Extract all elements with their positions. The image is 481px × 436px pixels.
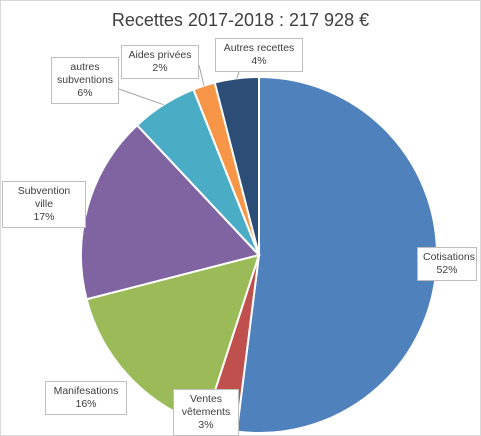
label-autres-subventions-line1: autres bbox=[70, 61, 100, 73]
leader-line-autres-subventions bbox=[118, 88, 164, 106]
label-aides-privees-name: Aides privées bbox=[128, 49, 192, 61]
label-ventes-line2: vêtements bbox=[181, 406, 231, 418]
label-subvention-ville-name: Subvention ville bbox=[17, 185, 71, 210]
leader-line-aides-priv-es bbox=[198, 64, 205, 86]
label-autres-subventions: autres subventions 6% bbox=[51, 57, 119, 104]
label-cotisations: Cotisations 52% bbox=[417, 247, 477, 281]
label-cotisations-percent: 52% bbox=[436, 264, 458, 276]
pie-slice-cotisations bbox=[235, 75, 438, 434]
label-autres-recettes-name: Autres recettes bbox=[223, 42, 295, 54]
pie-slice-autres-recettes bbox=[213, 75, 260, 256]
label-manifesations-name: Manifesations bbox=[53, 385, 119, 397]
label-autres-subventions-percent: 6% bbox=[77, 87, 93, 99]
label-aides-privees-percent: 2% bbox=[152, 62, 168, 74]
label-manifesations: Manifesations 16% bbox=[45, 381, 127, 415]
label-autres-recettes: Autres recettes 4% bbox=[215, 38, 303, 72]
label-ventes-percent: 3% bbox=[198, 419, 214, 431]
label-autres-subventions-line2: subventions bbox=[57, 74, 114, 86]
chart-title: Recettes 2017-2018 : 217 928 € bbox=[111, 10, 370, 30]
label-subvention-ville: Subvention ville 17% bbox=[2, 181, 86, 228]
label-aides-privees: Aides privées 2% bbox=[121, 45, 199, 79]
pie-slice-subvention-ville bbox=[80, 123, 261, 301]
label-autres-recettes-percent: 4% bbox=[251, 55, 267, 67]
label-manifesations-percent: 16% bbox=[75, 398, 97, 410]
label-subvention-ville-percent: 17% bbox=[33, 211, 55, 223]
label-ventes-vetements: Ventes vêtements 3% bbox=[173, 389, 239, 436]
label-cotisations-name: Cotisations bbox=[423, 251, 475, 263]
label-ventes-line1: Ventes bbox=[189, 393, 223, 405]
